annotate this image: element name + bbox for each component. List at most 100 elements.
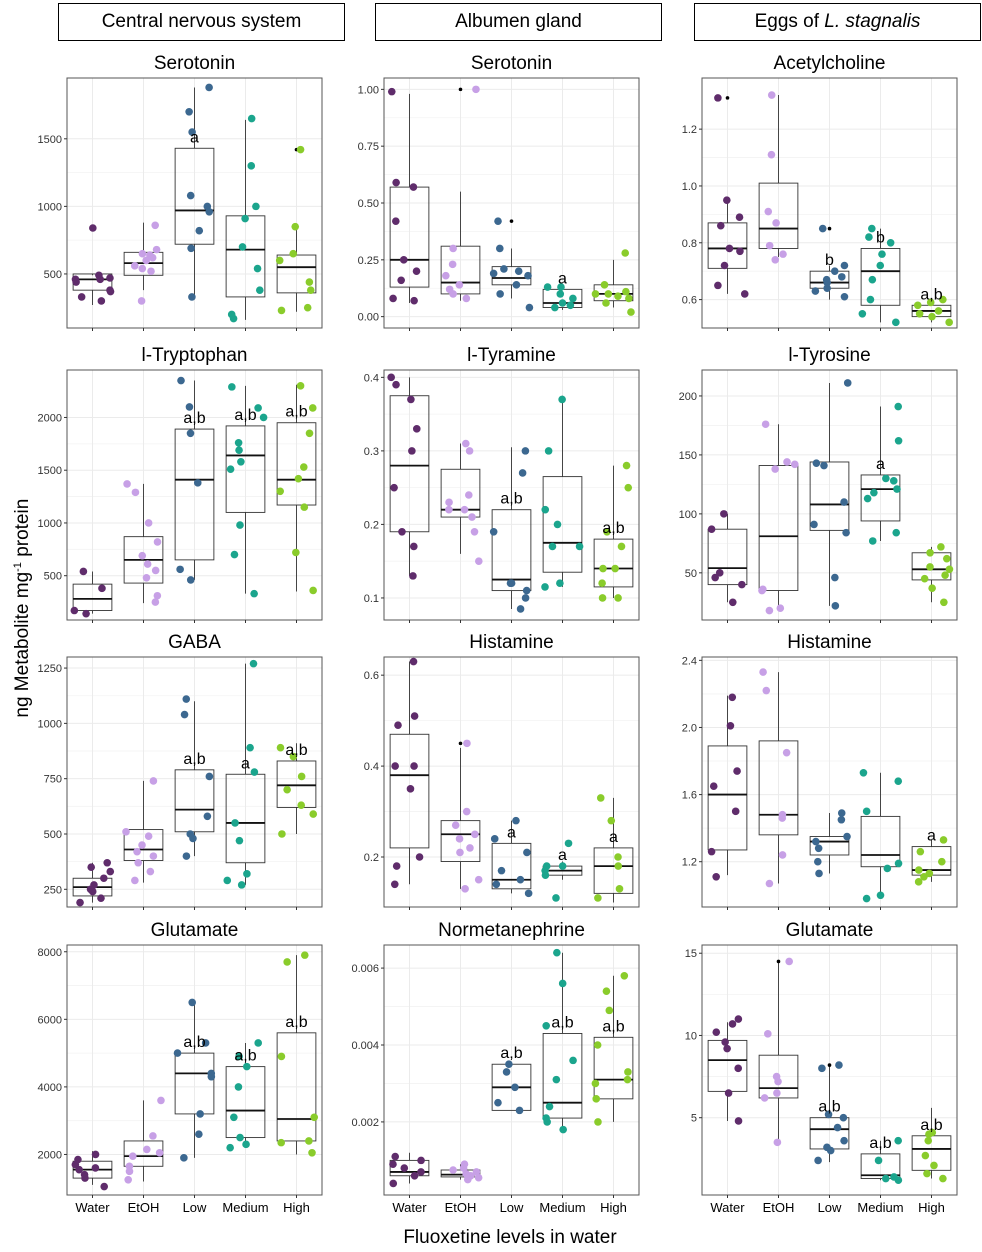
- y-tick-label: 100: [679, 509, 697, 521]
- box-water: [707, 528, 748, 586]
- data-point-etoh: [472, 1168, 481, 1176]
- data-point-medium: [548, 542, 557, 551]
- x-tick-label: Medium: [857, 1200, 903, 1215]
- box-water: [72, 583, 113, 611]
- y-tick-label: 0.006: [351, 963, 379, 975]
- data-point-etoh: [465, 491, 473, 499]
- data-point-low: [495, 244, 504, 253]
- significance-label: a: [876, 456, 885, 473]
- data-point-low: [500, 265, 508, 273]
- data-point-high: [283, 785, 291, 794]
- data-point-water: [735, 213, 744, 222]
- data-point-etoh: [124, 1175, 132, 1184]
- panel-title: Acetylcholine: [774, 53, 886, 74]
- data-point-high: [310, 1113, 319, 1122]
- data-point-low: [494, 1098, 502, 1107]
- data-point-low: [502, 1068, 511, 1076]
- data-point-etoh: [146, 251, 154, 259]
- data-point-medium: [226, 465, 235, 473]
- data-point-water: [712, 1028, 721, 1036]
- y-tick-label: 1.6: [682, 790, 697, 802]
- data-point-medium: [892, 318, 900, 327]
- data-point-low: [186, 429, 195, 438]
- data-point-etoh: [445, 285, 454, 294]
- box-etoh: [758, 465, 799, 591]
- data-point-medium: [250, 589, 258, 598]
- data-point-etoh: [778, 810, 787, 819]
- data-point-low: [205, 772, 214, 781]
- data-point-low: [814, 844, 823, 853]
- data-point-high: [930, 1161, 938, 1170]
- data-point-etoh: [462, 807, 471, 816]
- y-tick-label: 50: [685, 568, 697, 580]
- box-medium: [542, 1033, 583, 1119]
- data-point-etoh: [122, 827, 130, 836]
- box-water: [389, 186, 430, 288]
- y-tick-label: 8000: [38, 947, 62, 959]
- significance-label: a: [558, 847, 567, 864]
- data-point-etoh: [147, 267, 155, 276]
- panel-5: l-Tyramine a,b a,b 0.1 0.2 0.3 0.4: [364, 345, 640, 623]
- data-point-etoh: [762, 686, 771, 695]
- data-point-high: [299, 463, 308, 471]
- y-tick-label: 2.4: [682, 655, 697, 667]
- data-point-high: [607, 816, 616, 825]
- data-point-high: [614, 862, 623, 870]
- data-point-water: [399, 256, 408, 264]
- y-tick-label: 10: [685, 1030, 697, 1042]
- data-point-high: [306, 286, 315, 294]
- data-point-low: [186, 576, 195, 584]
- data-point-medium: [894, 436, 903, 445]
- data-point-medium: [859, 768, 868, 777]
- data-point-low: [812, 459, 821, 467]
- data-point-medium: [234, 438, 243, 447]
- data-point-low: [514, 267, 523, 275]
- data-point-etoh: [462, 1170, 470, 1178]
- y-tick-label: 2000: [38, 412, 62, 424]
- data-point-low: [515, 1106, 524, 1115]
- data-point-high: [289, 752, 298, 761]
- data-point-water: [734, 1117, 743, 1125]
- data-point-etoh: [764, 207, 773, 216]
- box-high: [276, 760, 317, 808]
- data-point-low: [185, 403, 194, 411]
- data-point-etoh: [761, 420, 770, 429]
- data-point-etoh: [465, 447, 474, 455]
- data-point-low: [489, 269, 498, 278]
- y-tick-label: 1000: [38, 201, 62, 213]
- y-tick-label: 0.00: [358, 312, 379, 324]
- y-tick-label: 6000: [38, 1014, 62, 1026]
- data-point-etoh: [445, 505, 453, 514]
- data-point-etoh: [138, 841, 146, 849]
- data-point-etoh: [474, 1173, 483, 1182]
- data-point-high: [915, 309, 924, 318]
- data-point-high: [297, 772, 306, 781]
- data-point-etoh: [790, 460, 799, 469]
- box-high: [593, 538, 634, 588]
- data-point-etoh: [778, 851, 787, 859]
- data-point-high: [296, 145, 305, 154]
- data-point-etoh: [152, 245, 161, 254]
- data-point-medium: [545, 1102, 554, 1111]
- data-point-water: [394, 721, 402, 729]
- y-tick-label: 0.004: [351, 1040, 379, 1052]
- data-point-high: [924, 1136, 933, 1145]
- data-point-low: [182, 852, 191, 860]
- data-point-low: [176, 565, 184, 574]
- y-tick-label: 1500: [38, 465, 62, 477]
- data-point-water: [70, 606, 79, 615]
- data-point-low: [840, 1136, 848, 1145]
- data-point-high: [624, 1068, 632, 1076]
- data-point-water: [409, 572, 417, 580]
- y-tick-label: 1500: [38, 134, 62, 146]
- data-point-medium: [862, 807, 871, 816]
- data-point-etoh: [137, 297, 146, 305]
- data-point-water: [707, 525, 716, 533]
- y-tick-label: 0.1: [364, 593, 379, 605]
- column-header-albumen-text: Albumen gland: [455, 11, 582, 32]
- data-point-etoh: [776, 604, 785, 613]
- data-point-high: [622, 287, 630, 296]
- data-point-high: [604, 290, 613, 298]
- data-point-high: [309, 810, 318, 818]
- data-point-medium: [227, 310, 236, 319]
